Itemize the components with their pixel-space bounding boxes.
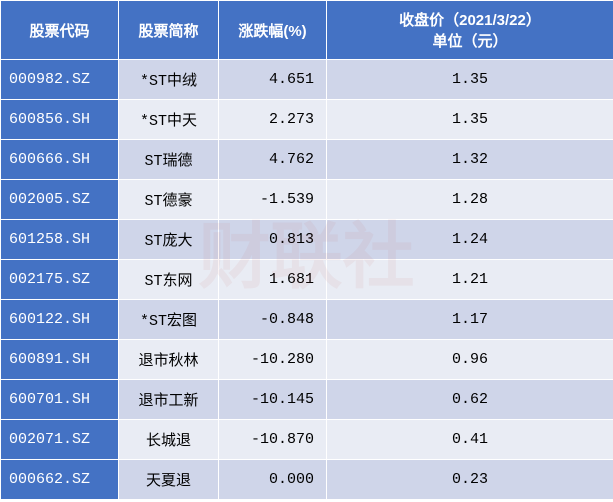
code-cell: 000982.SZ (1, 60, 119, 100)
name-cell: ST东网 (119, 260, 219, 300)
change-cell: 1.681 (219, 260, 327, 300)
header-code: 股票代码 (1, 1, 119, 60)
change-cell: -10.280 (219, 340, 327, 380)
code-cell: 600701.SH (1, 380, 119, 420)
table-row: 002175.SZST东网1.6811.21 (1, 260, 613, 300)
name-cell: 天夏退 (119, 460, 219, 500)
change-cell: 4.762 (219, 140, 327, 180)
price-cell: 1.28 (327, 180, 613, 220)
stock-table-container: 财联社 股票代码 股票简称 涨跌幅(%) 收盘价（2021/3/22） 单位（元… (0, 0, 613, 500)
stock-table: 股票代码 股票简称 涨跌幅(%) 收盘价（2021/3/22） 单位（元） 00… (0, 0, 613, 500)
change-cell: -1.539 (219, 180, 327, 220)
price-cell: 1.24 (327, 220, 613, 260)
table-row: 601258.SHST庞大0.8131.24 (1, 220, 613, 260)
name-cell: ST德豪 (119, 180, 219, 220)
code-cell: 601258.SH (1, 220, 119, 260)
name-cell: *ST宏图 (119, 300, 219, 340)
code-cell: 600122.SH (1, 300, 119, 340)
header-price: 收盘价（2021/3/22） 单位（元） (327, 1, 613, 60)
price-cell: 1.32 (327, 140, 613, 180)
name-cell: 退市秋林 (119, 340, 219, 380)
code-cell: 002175.SZ (1, 260, 119, 300)
header-price-line2: 单位（元） (331, 30, 609, 51)
change-cell: 4.651 (219, 60, 327, 100)
table-row: 600701.SH退市工新-10.1450.62 (1, 380, 613, 420)
change-cell: -0.848 (219, 300, 327, 340)
table-row: 600856.SH*ST中天2.2731.35 (1, 100, 613, 140)
change-cell: 2.273 (219, 100, 327, 140)
code-cell: 000662.SZ (1, 460, 119, 500)
change-cell: -10.145 (219, 380, 327, 420)
change-cell: 0.813 (219, 220, 327, 260)
name-cell: 退市工新 (119, 380, 219, 420)
change-cell: 0.000 (219, 460, 327, 500)
table-row: 600891.SH退市秋林-10.2800.96 (1, 340, 613, 380)
table-row: 600122.SH*ST宏图-0.8481.17 (1, 300, 613, 340)
table-body: 000982.SZ*ST中绒4.6511.35600856.SH*ST中天2.2… (1, 60, 613, 500)
table-row: 002005.SZST德豪-1.5391.28 (1, 180, 613, 220)
price-cell: 0.41 (327, 420, 613, 460)
table-row: 000662.SZ天夏退0.0000.23 (1, 460, 613, 500)
code-cell: 600666.SH (1, 140, 119, 180)
name-cell: ST瑞德 (119, 140, 219, 180)
price-cell: 1.17 (327, 300, 613, 340)
name-cell: ST庞大 (119, 220, 219, 260)
price-cell: 1.35 (327, 60, 613, 100)
code-cell: 600891.SH (1, 340, 119, 380)
header-name: 股票简称 (119, 1, 219, 60)
price-cell: 0.96 (327, 340, 613, 380)
header-change: 涨跌幅(%) (219, 1, 327, 60)
name-cell: 长城退 (119, 420, 219, 460)
price-cell: 1.35 (327, 100, 613, 140)
price-cell: 0.23 (327, 460, 613, 500)
table-row: 600666.SHST瑞德4.7621.32 (1, 140, 613, 180)
header-row: 股票代码 股票简称 涨跌幅(%) 收盘价（2021/3/22） 单位（元） (1, 1, 613, 60)
name-cell: *ST中天 (119, 100, 219, 140)
code-cell: 002005.SZ (1, 180, 119, 220)
code-cell: 600856.SH (1, 100, 119, 140)
table-row: 000982.SZ*ST中绒4.6511.35 (1, 60, 613, 100)
table-row: 002071.SZ长城退-10.8700.41 (1, 420, 613, 460)
change-cell: -10.870 (219, 420, 327, 460)
name-cell: *ST中绒 (119, 60, 219, 100)
price-cell: 1.21 (327, 260, 613, 300)
header-price-line1: 收盘价（2021/3/22） (331, 9, 609, 30)
price-cell: 0.62 (327, 380, 613, 420)
code-cell: 002071.SZ (1, 420, 119, 460)
